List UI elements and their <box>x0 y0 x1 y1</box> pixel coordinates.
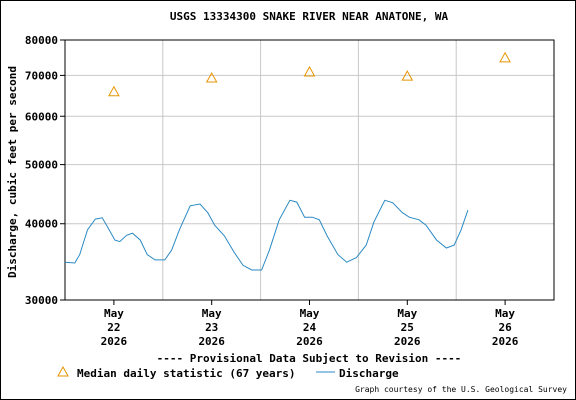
y-tick-label: 40000 <box>25 218 58 231</box>
x-tick-label: May <box>202 307 222 320</box>
median-point <box>303 65 316 77</box>
median-point <box>205 72 218 83</box>
y-tick-label: 60000 <box>25 110 58 123</box>
x-tick-label: 2026 <box>198 335 225 348</box>
x-tick-label: May <box>397 307 417 320</box>
y-tick-label: 30000 <box>25 294 58 307</box>
plot-area <box>64 39 555 301</box>
median-point <box>499 51 511 63</box>
x-tick-label: May <box>495 307 515 320</box>
x-tick-label: 25 <box>401 321 414 334</box>
x-tick-label: May <box>104 307 124 320</box>
y-tick-label: 80000 <box>25 34 58 47</box>
x-tick-label: 2026 <box>394 335 421 348</box>
x-tick-label: May <box>300 307 320 320</box>
annotation: ---- Provisional Data Subject to Revisio… <box>157 352 462 365</box>
chart-title: USGS 13334300 SNAKE RIVER NEAR ANATONE, … <box>170 10 449 23</box>
x-tick-label: 22 <box>107 321 120 334</box>
median-point <box>401 70 414 81</box>
legend-label: Discharge <box>339 367 399 380</box>
legend-label: Median daily statistic (67 years) <box>77 367 296 380</box>
x-tick-label: 26 <box>498 321 512 334</box>
y-tick-label: 50000 <box>25 159 58 172</box>
x-tick-label: 23 <box>205 321 218 334</box>
median-point <box>108 85 120 97</box>
x-tick-label: 24 <box>303 321 317 334</box>
credit: Graph courtesy of the U.S. Geological Su… <box>355 385 567 394</box>
x-tick-label: 2026 <box>492 335 519 348</box>
y-tick-label: 70000 <box>25 69 58 82</box>
legend-symbol <box>57 365 69 377</box>
y-axis-label: Discharge, cubic feet per second <box>6 66 19 278</box>
x-tick-label: 2026 <box>296 335 323 348</box>
discharge-line <box>64 199 469 271</box>
x-tick-label: 2026 <box>101 335 128 348</box>
